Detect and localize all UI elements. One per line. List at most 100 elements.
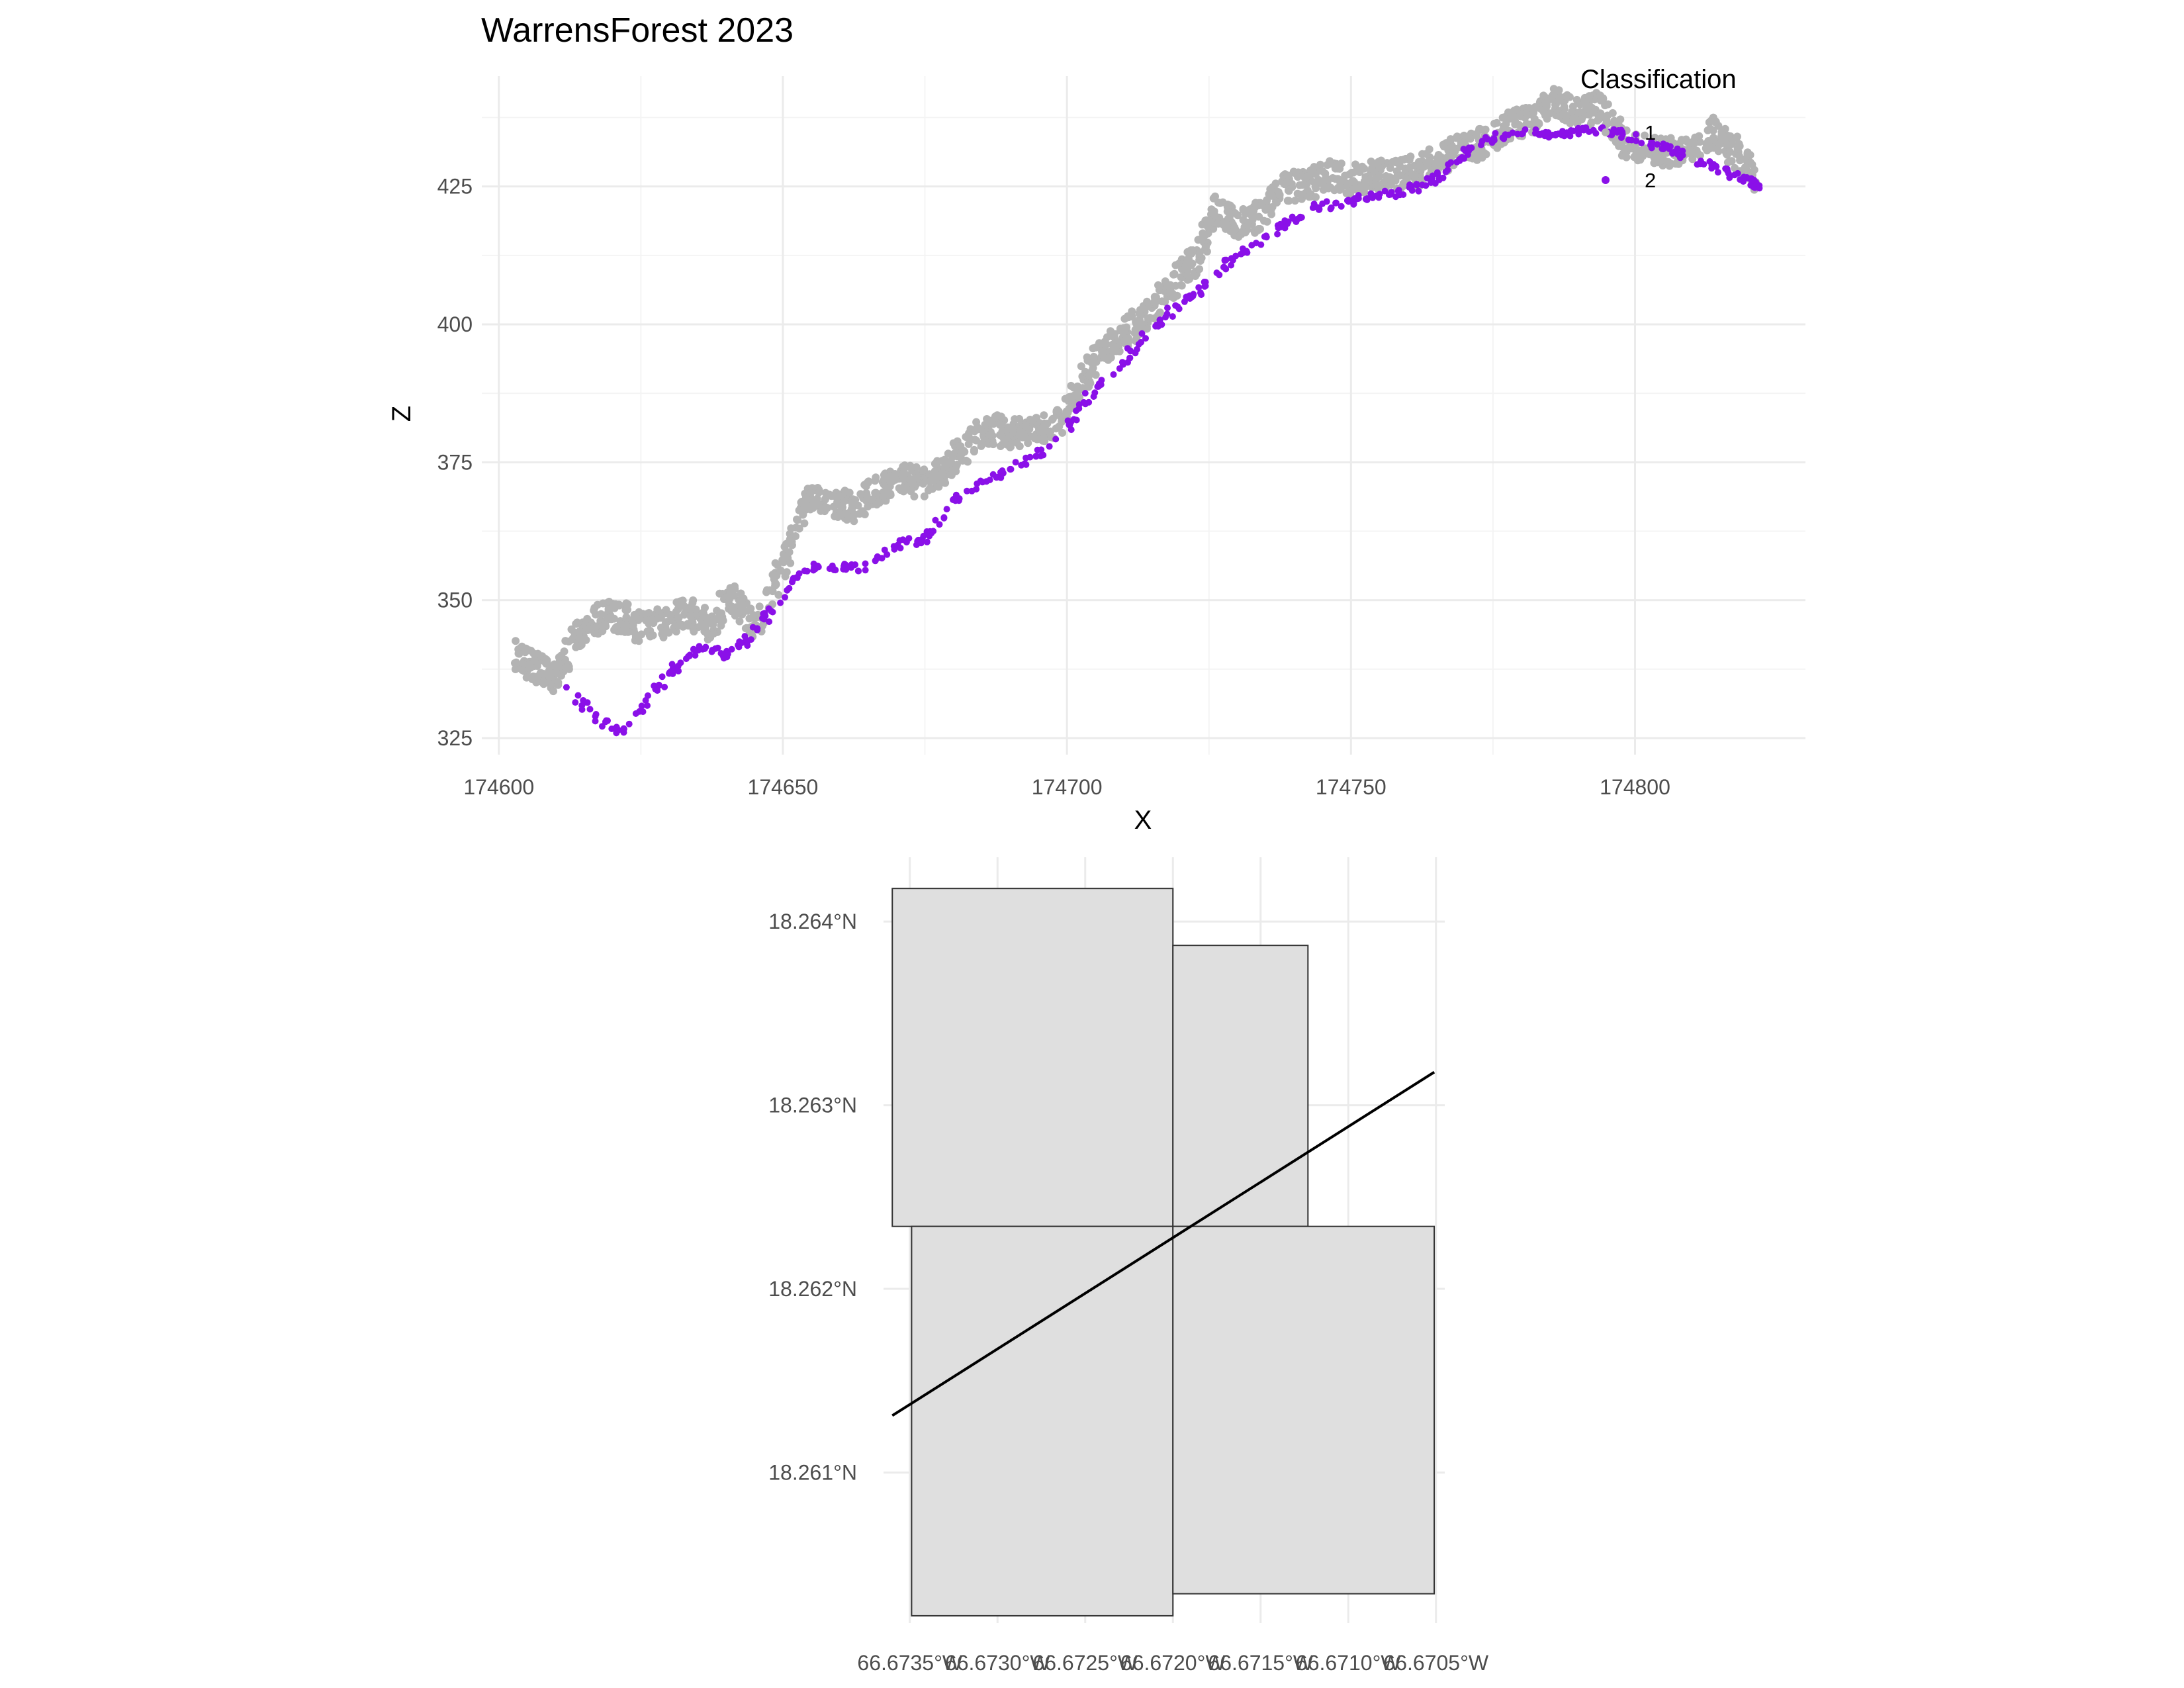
data-point xyxy=(1213,269,1220,277)
data-point xyxy=(1725,170,1732,177)
data-point xyxy=(981,420,989,429)
data-point xyxy=(1490,119,1498,128)
data-point xyxy=(1360,188,1369,197)
data-point xyxy=(659,673,666,680)
data-point xyxy=(1570,127,1577,134)
data-point xyxy=(606,604,615,613)
data-point xyxy=(806,489,815,497)
data-point xyxy=(955,497,962,504)
data-point xyxy=(1089,353,1098,361)
data-point xyxy=(1075,405,1083,412)
data-point xyxy=(1585,92,1594,101)
data-point xyxy=(561,655,569,664)
data-point xyxy=(1580,99,1589,107)
data-point xyxy=(1333,164,1342,173)
data-point xyxy=(1395,187,1402,194)
data-point xyxy=(1135,341,1142,348)
data-point xyxy=(1746,158,1754,167)
data-point xyxy=(894,541,901,549)
data-point xyxy=(1405,164,1414,172)
data-point xyxy=(651,682,658,690)
data-point xyxy=(563,684,570,691)
data-point xyxy=(1338,203,1345,210)
data-point xyxy=(1181,298,1188,305)
data-point xyxy=(1038,446,1045,453)
data-point xyxy=(1280,180,1289,189)
data-point xyxy=(1162,314,1169,321)
data-point xyxy=(736,638,743,645)
data-point xyxy=(590,606,598,615)
profile-y-axis-label: Z xyxy=(387,406,416,422)
data-point xyxy=(661,683,668,690)
data-point xyxy=(1488,137,1495,144)
data-point xyxy=(638,702,645,710)
data-point xyxy=(1040,434,1048,442)
y-tick-label: 375 xyxy=(437,450,473,474)
data-point xyxy=(1291,197,1299,205)
data-point xyxy=(1126,354,1134,361)
data-point xyxy=(1119,328,1128,337)
data-point xyxy=(1512,105,1521,114)
data-point xyxy=(1085,371,1094,379)
data-point xyxy=(1549,85,1558,93)
data-point xyxy=(1052,406,1061,415)
data-point xyxy=(1473,130,1481,138)
data-point xyxy=(1386,164,1394,172)
data-point xyxy=(755,602,764,611)
data-point xyxy=(597,610,606,618)
data-point xyxy=(1424,175,1431,182)
data-point xyxy=(1172,302,1179,309)
data-point xyxy=(952,491,960,498)
data-point xyxy=(842,509,850,518)
data-point xyxy=(1734,169,1741,177)
data-point xyxy=(676,621,684,630)
data-point xyxy=(1156,283,1164,291)
data-point xyxy=(1220,263,1228,271)
data-point xyxy=(661,620,670,628)
data-point xyxy=(1473,156,1481,164)
data-point xyxy=(1209,194,1218,203)
data-point xyxy=(702,643,709,651)
data-point xyxy=(1110,371,1117,378)
y-tick-label: 350 xyxy=(437,588,473,612)
data-point xyxy=(815,488,823,496)
data-point xyxy=(1316,206,1322,213)
data-point xyxy=(1153,321,1160,328)
data-point xyxy=(1563,129,1570,136)
data-point xyxy=(1275,191,1284,199)
data-point xyxy=(1633,137,1640,144)
data-point xyxy=(552,669,561,677)
data-point xyxy=(623,606,631,614)
data-point xyxy=(790,575,797,582)
data-point xyxy=(900,465,909,473)
data-point xyxy=(910,492,919,500)
data-point xyxy=(1394,157,1402,165)
data-point xyxy=(1112,347,1120,355)
data-point xyxy=(774,590,783,599)
data-point xyxy=(1150,314,1158,322)
map-tiles xyxy=(891,888,1435,1617)
data-point xyxy=(1731,164,1739,172)
data-point xyxy=(1190,291,1197,298)
data-point xyxy=(574,692,582,699)
data-point xyxy=(1666,143,1674,150)
data-point xyxy=(1156,316,1163,324)
data-point xyxy=(728,645,735,653)
data-point xyxy=(1357,182,1366,191)
data-point xyxy=(576,627,584,635)
data-point xyxy=(1722,165,1729,172)
map-x-tick-labels: 66.6735°W66.6730°W66.6725°W66.6720°W66.6… xyxy=(857,1651,1488,1675)
profile-y-tick-labels: 325 350 375 400 425 xyxy=(437,175,473,750)
data-point xyxy=(666,610,674,619)
data-point xyxy=(1267,210,1276,218)
data-point xyxy=(572,699,579,706)
data-point xyxy=(1625,136,1632,144)
data-point xyxy=(880,475,888,483)
data-point xyxy=(1305,193,1314,201)
data-point xyxy=(899,536,907,543)
data-point xyxy=(701,612,709,621)
data-point xyxy=(606,612,615,621)
data-point xyxy=(578,706,586,713)
data-point xyxy=(598,627,607,635)
data-point xyxy=(1444,166,1451,173)
